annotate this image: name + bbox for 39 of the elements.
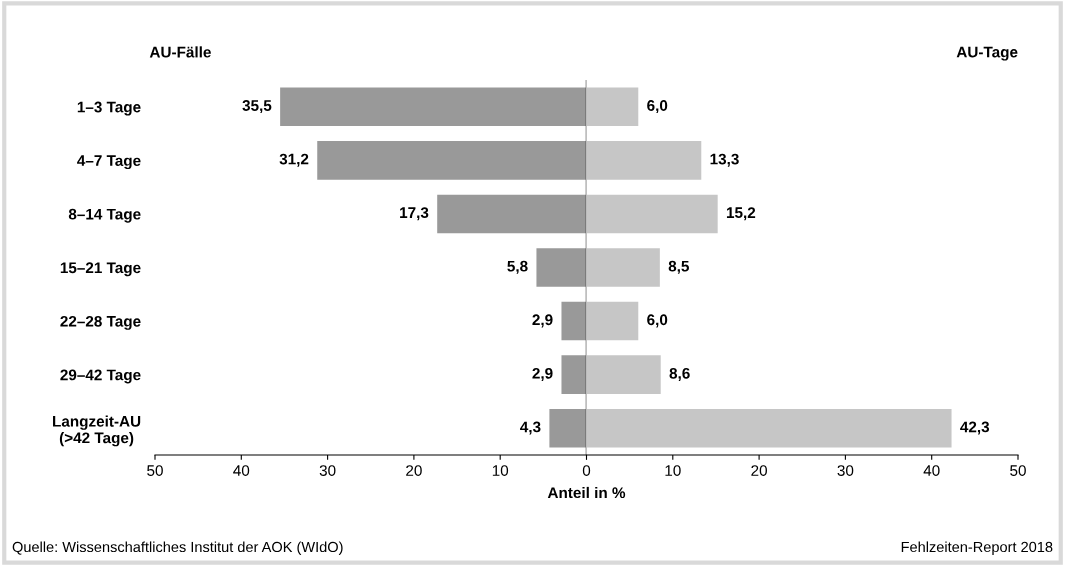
source-note: Quelle: Wissenschaftliches Institut der AOK (WIdO) <box>12 541 343 555</box>
text: Fehlzeiten-Report 2018 <box>901 541 1053 555</box>
y-tick-label: Langzeit-AU (>42 Tage) <box>53 415 141 447</box>
data-label: 8,5 <box>668 260 689 274</box>
y-tick-label: 29–42 Tage <box>60 369 141 384</box>
x-tick-label: 30 <box>837 465 854 476</box>
data-label: 6,0 <box>647 314 668 328</box>
data-label: 31,2 <box>279 153 309 167</box>
x-tick-label: 10 <box>492 465 509 476</box>
bar <box>549 408 587 448</box>
data-label: 6,0 <box>647 100 668 114</box>
x-tick-label: 10 <box>665 465 681 476</box>
y-tick-label: 4–7 Tage <box>77 155 141 170</box>
y-tick-label: 8–14 Tage <box>68 208 141 223</box>
y-tick-label: 22–28 Tage <box>60 315 141 330</box>
bar <box>586 87 639 127</box>
chart-title: AU-Fälle <box>149 46 211 58</box>
data-label: 13,3 <box>710 153 739 167</box>
data-label: 8,6 <box>669 367 690 381</box>
data-label: 15,2 <box>726 207 756 221</box>
x-tick-label: 40 <box>923 465 940 476</box>
x-tick-label: 20 <box>406 465 422 476</box>
x-axis-title: Anteil in % <box>547 486 626 499</box>
x-tick-label: 50 <box>147 465 163 476</box>
x-tick-label: 30 <box>319 465 336 476</box>
data-label: 42,3 <box>960 421 990 435</box>
x-tick-label: 20 <box>751 465 767 476</box>
y-tick-label: 1–3 Tage <box>77 101 141 116</box>
chart-title: AU-Tage <box>956 46 1018 61</box>
data-label: 17,3 <box>400 207 429 221</box>
x-tick-label: 0 <box>582 465 591 476</box>
x-tick-label: 40 <box>233 465 250 476</box>
data-label: 2,9 <box>532 314 553 328</box>
x-tick-label: 50 <box>1010 465 1026 476</box>
y-tick-label: 15–21 Tage <box>60 262 141 277</box>
data-label: 4,3 <box>520 421 541 435</box>
data-label: 2,9 <box>532 367 553 381</box>
data-label: 35,5 <box>242 100 272 114</box>
data-label: 5,8 <box>507 260 528 274</box>
